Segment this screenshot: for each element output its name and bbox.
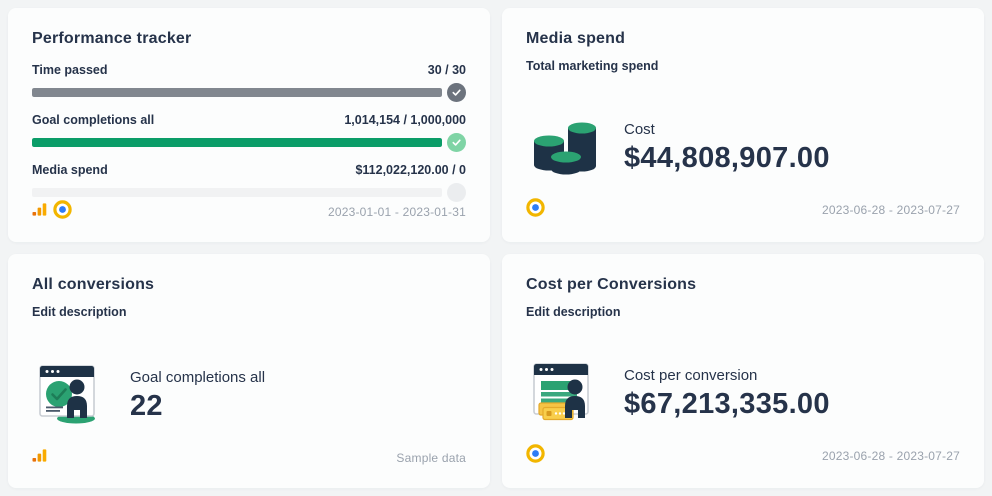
card-title: Cost per Conversions: [526, 276, 697, 293]
metric-text: Cost $44,808,907.00: [624, 121, 830, 175]
all-conversions-card: All conversions Edit description: [8, 254, 490, 488]
metric-value: 22: [130, 389, 163, 422]
metric-text: Goal completions all 22: [130, 369, 265, 423]
cost-per-conversions-card: Cost per Conversions Edit description: [502, 254, 984, 488]
progress-label: Media spend: [32, 163, 108, 177]
empty-circle-icon: [447, 183, 466, 202]
card-title: All conversions: [32, 276, 155, 293]
card-subtitle: Total marketing spend: [526, 59, 659, 73]
progress-value: $112,022,120.00 / 0: [355, 163, 466, 177]
metric-row: Cost per conversion $67,213,335.00: [530, 343, 960, 444]
card-footer: 2023-01-01 - 2023-01-31: [32, 200, 466, 224]
metric-label: Cost: [624, 120, 655, 138]
progress-row-media-spend: Media spend $112,022,120.00 / 0: [32, 163, 466, 202]
cost-per-conversion-icon: [530, 360, 598, 427]
progress-label: Goal completions all: [32, 113, 155, 127]
check-circle-icon: [447, 83, 466, 102]
google-analytics-icon: [32, 449, 49, 467]
check-circle-icon: [447, 133, 466, 152]
card-footer: Sample data: [32, 448, 466, 468]
progress-label: Time passed: [32, 63, 108, 77]
google-ads-icon: [526, 198, 545, 222]
metric-value: $44,808,907.00: [624, 141, 830, 174]
metric-label: Goal completions all: [130, 368, 266, 386]
date-range: 2023-06-28 - 2023-07-27: [821, 203, 960, 217]
edit-description-link[interactable]: Edit description: [32, 305, 127, 319]
media-spend-card: Media spend Total marketing spend: [502, 8, 984, 242]
card-footer: 2023-06-28 - 2023-07-27: [526, 444, 960, 468]
progress-bar: [32, 188, 442, 197]
google-ads-icon: [526, 444, 545, 468]
progress-bar: [32, 138, 442, 147]
progress-rows: Time passed 30 / 30 Goal completions all…: [32, 52, 466, 202]
metric-row: Goal completions all 22: [36, 343, 466, 448]
card-title: Performance tracker: [32, 30, 192, 47]
google-ads-icon: [53, 200, 72, 224]
metric-row: Cost $44,808,907.00: [530, 97, 960, 198]
card-title: Media spend: [526, 30, 626, 47]
conversion-person-check-icon: [36, 362, 104, 429]
date-range: 2023-06-28 - 2023-07-27: [821, 449, 960, 463]
progress-row-goal-completions: Goal completions all 1,014,154 / 1,000,0…: [32, 113, 466, 152]
source-note: Sample data: [396, 451, 466, 465]
date-range: 2023-01-01 - 2023-01-31: [327, 205, 466, 219]
coin-stacks-icon: [530, 115, 598, 180]
metric-value: $67,213,335.00: [624, 387, 830, 420]
progress-row-time-passed: Time passed 30 / 30: [32, 63, 466, 102]
progress-bar: [32, 88, 442, 97]
edit-description-link[interactable]: Edit description: [526, 305, 621, 319]
performance-tracker-card: Performance tracker Time passed 30 / 30: [8, 8, 490, 242]
progress-value: 1,014,154 / 1,000,000: [344, 113, 466, 127]
metric-text: Cost per conversion $67,213,335.00: [624, 367, 830, 421]
metric-label: Cost per conversion: [624, 366, 758, 384]
google-analytics-icon: [32, 203, 49, 221]
card-footer: 2023-06-28 - 2023-07-27: [526, 198, 960, 222]
progress-value: 30 / 30: [427, 63, 466, 77]
